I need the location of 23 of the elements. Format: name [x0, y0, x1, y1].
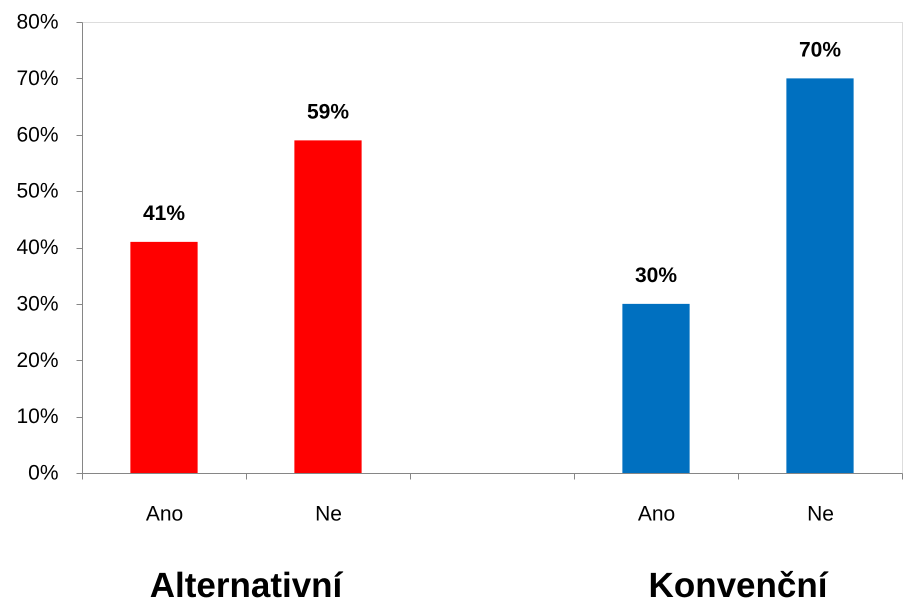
y-tick-label: 60%	[16, 123, 58, 146]
text: Konvenční	[648, 566, 829, 603]
bar	[622, 304, 690, 473]
y-tick-label: 30%	[16, 292, 58, 316]
bar	[130, 242, 198, 473]
y-tick-label: 80%	[16, 10, 58, 34]
y-tick-label: 10%	[16, 405, 58, 428]
y-tick-label: 50%	[16, 180, 58, 203]
bar	[294, 140, 362, 473]
bar	[786, 78, 854, 473]
x-tick-label: Ne	[807, 502, 834, 526]
y-tick-label: 0%	[28, 462, 58, 484]
y-tick-label: 70%	[16, 66, 58, 90]
y-tick-label: 20%	[16, 348, 58, 372]
data-label: 59%	[306, 100, 350, 124]
text: Alternativní	[150, 566, 344, 603]
x-tick-label: Ano	[146, 502, 184, 526]
data-label: 70%	[798, 38, 842, 62]
x-tick-label: Ano	[638, 502, 676, 526]
y-tick-label: 40%	[16, 236, 58, 259]
x-tick-label: Ne	[315, 502, 342, 526]
data-label: 30%	[634, 264, 678, 287]
data-label: 41%	[142, 202, 186, 225]
